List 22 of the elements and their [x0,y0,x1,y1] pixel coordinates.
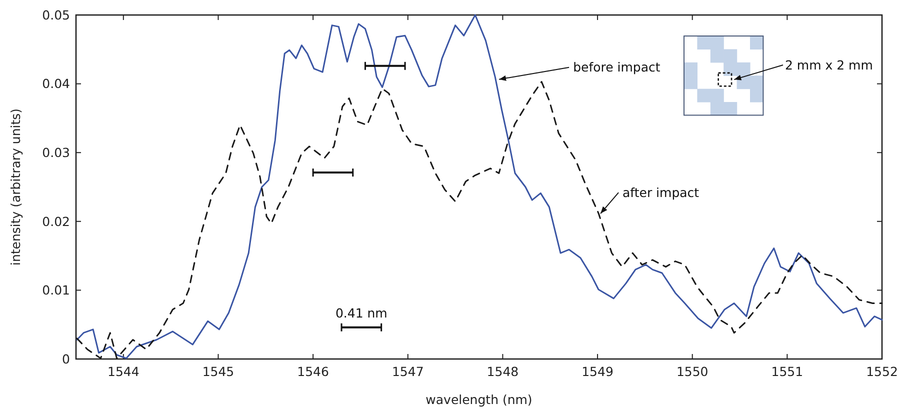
annotation: 0.41 nm [335,305,388,320]
line-series [76,14,883,360]
x-tick-label: 1552 [866,364,898,379]
annotation: before impact [573,60,660,75]
x-tick-label: 1551 [771,364,804,379]
x-tick-label: 1549 [582,364,614,379]
x-tick-label: 1546 [297,364,330,379]
y-tick-label: 0 [62,351,70,366]
x-tick-label: 1550 [676,364,708,379]
x-tick-label: 1544 [108,364,140,379]
x-tick-label: 1548 [486,364,519,379]
x-tick-label: 1545 [202,364,234,379]
y-axis-title: intensity (arbitrary units) [8,108,23,266]
y-tick-label: 0.02 [42,214,70,229]
annotation: 2 mm x 2 mm [785,57,873,72]
y-tick-label: 0.01 [42,282,70,298]
annotation: after impact [622,184,700,200]
y-tick-label: 0.05 [42,7,70,22]
y-tick-label: 0.04 [42,76,70,92]
y-tick-label: 0.03 [42,144,70,160]
x-tick-label: 1547 [392,364,424,379]
x-axis-title: wavelength (nm) [426,392,532,407]
